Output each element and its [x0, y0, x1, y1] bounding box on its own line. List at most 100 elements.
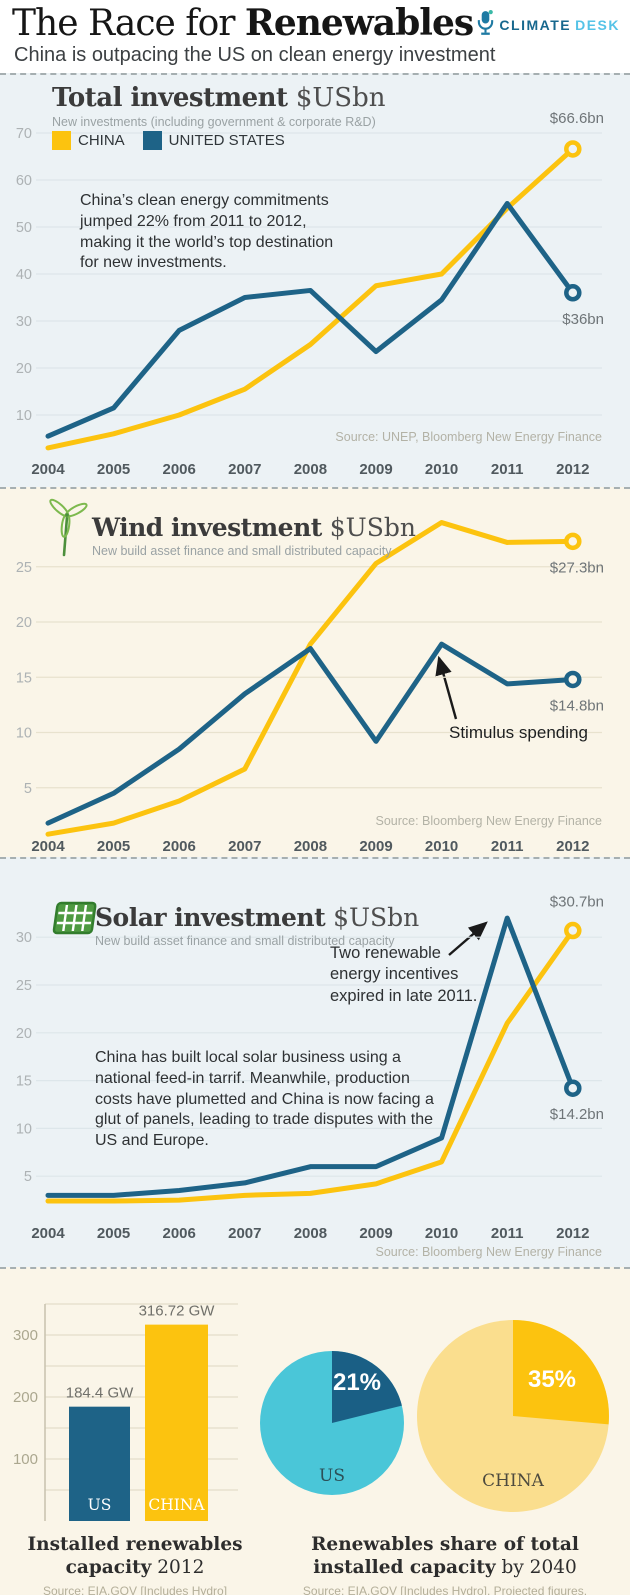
y-axis-tick-label: 10 — [16, 726, 32, 742]
china-swatch — [52, 131, 71, 150]
series-line-china — [45, 520, 576, 837]
x-axis-year-label: 2010 — [425, 461, 458, 478]
y-axis-tick-label: 30 — [16, 930, 32, 946]
bar-category-label: CHINA — [148, 1496, 205, 1514]
x-axis-year-label: 2007 — [228, 1225, 261, 1242]
bar-value-label: 184.4 GW — [66, 1385, 134, 1402]
annotation-incentives: Two renewable energy incentives expired … — [330, 944, 478, 1005]
x-axis-year-label: 2004 — [31, 461, 65, 478]
x-axis-year-label: 2012 — [556, 838, 589, 855]
chart-unit-total: $USbn — [295, 83, 386, 113]
x-axis-year-label: 2008 — [294, 461, 327, 478]
chart-title-solar: Solar investment — [95, 903, 326, 932]
x-axis-year-label: 2009 — [359, 1225, 392, 1242]
source-wind: Source: Bloomberg New Energy Finance — [375, 814, 602, 828]
incentives-arrow — [448, 921, 488, 956]
pie-charts-caption-block: Renewables share of total installed capa… — [295, 1533, 595, 1595]
x-axis-year-label: 2009 — [359, 461, 392, 478]
bar-value-label: 316.72 GW — [139, 1303, 216, 1320]
bar-y-tick-label: 300 — [13, 1327, 38, 1344]
page-title: The Race for Renewables — [12, 2, 474, 44]
capacity-and-share-section: 100 200 300 184.4 GW US 316.72 GW CHINA 21% US 35… — [0, 1267, 630, 1595]
y-axis-tick-label: 15 — [16, 670, 32, 686]
end-value-label: $14.2bn — [550, 1106, 604, 1123]
chart-unit-wind: $USbn — [329, 513, 416, 542]
end-point-marker — [564, 670, 582, 689]
page-title-bold: Renewables — [244, 2, 474, 44]
x-axis-year-label: 2009 — [359, 838, 392, 855]
end-value-label: $36bn — [562, 311, 604, 328]
bar-chart-caption-block: Installed renewables capacity 2012 Sourc… — [10, 1533, 260, 1595]
bar-y-tick-label: 100 — [13, 1451, 38, 1468]
pie-percent-label: 21% — [333, 1369, 381, 1396]
x-axis-year-label: 2004 — [31, 838, 65, 855]
stimulus-arrow — [435, 655, 458, 720]
x-axis-year-label: 2007 — [228, 838, 261, 855]
series-line-china — [45, 928, 576, 1204]
end-point-marker — [564, 532, 582, 551]
y-axis-tick-label: 5 — [24, 1169, 32, 1185]
chart-title-total: Total investment — [52, 83, 288, 113]
capacity-bar-us — [69, 1406, 130, 1521]
chart-unit-solar: $USbn — [333, 903, 420, 932]
x-axis-year-label: 2006 — [163, 1225, 196, 1242]
series-line-china — [45, 146, 576, 451]
x-axis-year-label: 2010 — [425, 1225, 458, 1242]
total-investment-chart-section: 10 20 30 40 50 60 70 2004 2005 2006 2007 2008 2009 20… — [0, 73, 630, 487]
x-axis-year-label: 2008 — [294, 1225, 327, 1242]
annotation-total: China’s clean energy commitments jumped … — [80, 192, 334, 272]
series-line-united-states — [45, 915, 576, 1198]
page-subtitle: China is outpacing the US on clean energ… — [14, 44, 496, 66]
series-line-united-states — [45, 641, 576, 826]
annotation-solar-body: China has built local solar business usi… — [95, 1049, 434, 1150]
total-investment-chart: 10 20 30 40 50 60 70 2004 2005 2006 2007 2008 2009 20… — [16, 110, 604, 478]
pie-charts-caption: Renewables share of total installed capa… — [311, 1534, 579, 1579]
legend-label-china: CHINA — [78, 132, 125, 149]
legend-label-us: UNITED STATES — [168, 132, 285, 149]
x-axis-year-label: 2004 — [31, 1225, 65, 1242]
y-axis-tick-label: 25 — [16, 560, 32, 576]
capacity-bar-china — [145, 1324, 208, 1521]
chart-title-wind: Wind investment — [92, 513, 322, 542]
microphone-icon — [476, 9, 495, 41]
x-axis-year-label: 2010 — [425, 838, 458, 855]
x-axis-year-label: 2008 — [294, 838, 327, 855]
capacity-bar-and-share-pies: 100 200 300 184.4 GW US 316.72 GW CHINA 21% US 35… — [13, 1303, 609, 1521]
y-axis-tick-label: 20 — [16, 615, 32, 631]
y-axis-tick-label: 10 — [16, 408, 32, 424]
brand-name-climate: CLIMATE — [499, 17, 572, 33]
end-point-marker — [564, 140, 582, 158]
annotation-stimulus: Stimulus spending — [449, 723, 588, 742]
x-axis-year-label: 2005 — [97, 461, 130, 478]
pie-percent-label: 35% — [528, 1366, 576, 1393]
x-axis-year-label: 2012 — [556, 461, 589, 478]
y-axis-tick-label: 25 — [16, 978, 32, 994]
wind-investment-chart-section: 5 10 15 20 25 2004 2005 2006 2007 2008 2009 2010 201… — [0, 487, 630, 857]
x-axis-year-label: 2005 — [97, 1225, 130, 1242]
bar-category-label: US — [88, 1496, 112, 1514]
chart-subtitle-wind: New build asset finance and small distri… — [92, 544, 392, 558]
x-axis-year-label: 2011 — [491, 461, 524, 478]
source-solar: Source: Bloomberg New Energy Finance — [375, 1245, 602, 1259]
header: The Race for Renewables China is outpaci… — [0, 0, 630, 73]
y-axis-tick-label: 50 — [16, 220, 32, 236]
pie-country-label: US — [319, 1466, 345, 1486]
chart-subtitle-total: New investments (including government & … — [52, 115, 376, 129]
x-axis-year-label: 2006 — [163, 838, 196, 855]
pie-slice-china — [513, 1320, 609, 1425]
chart-header-solar: Solar investment $USbn New build asset f… — [95, 903, 419, 948]
chart-header-wind: Wind investment $USbn New build asset fi… — [92, 513, 416, 558]
x-axis-year-label: 2012 — [556, 1225, 589, 1242]
legend-item-us: UNITED STATES — [142, 131, 285, 150]
us-swatch — [142, 131, 162, 150]
x-axis-year-label: 2011 — [491, 838, 524, 855]
wind-investment-chart: 5 10 15 20 25 2004 2005 2006 2007 2008 2009 2010 201… — [16, 520, 604, 855]
pie-country-label: CHINA — [482, 1471, 544, 1491]
legend-item-china: CHINA — [52, 131, 125, 150]
chart-subtitle-solar: New build asset finance and small distri… — [95, 934, 395, 948]
end-point-marker — [564, 284, 582, 302]
y-axis-tick-label: 5 — [24, 781, 32, 797]
legend: CHINA UNITED STATES — [52, 131, 285, 150]
end-value-label: $30.7bn — [550, 894, 604, 911]
